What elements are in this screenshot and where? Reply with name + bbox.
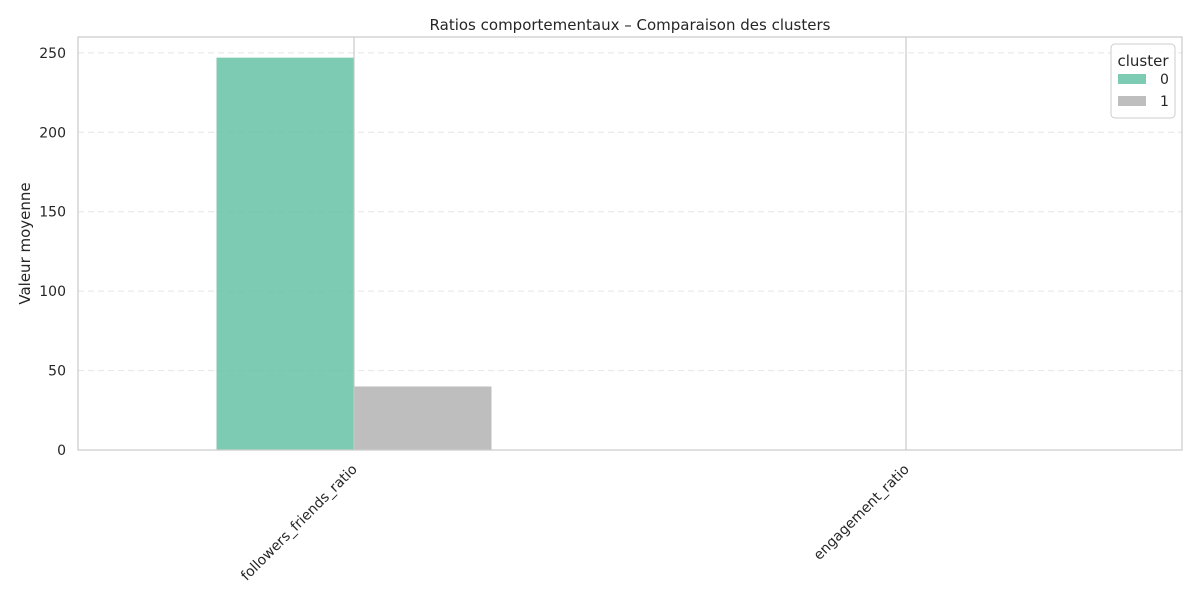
x-tick-label: followers_friends_ratio — [238, 462, 361, 585]
legend-title: cluster — [1117, 52, 1169, 70]
y-tick-label: 200 — [39, 125, 66, 141]
y-axis-ticks: 0 50 100 150 200 250 — [39, 46, 66, 459]
y-axis-label: Valeur moyenne — [16, 182, 34, 304]
x-axis-ticks: followers_friends_ratio engagement_ratio — [238, 462, 913, 585]
legend-label-0: 0 — [1160, 72, 1169, 88]
y-tick-label: 100 — [39, 284, 66, 300]
legend-swatch-1 — [1118, 96, 1146, 106]
y-tick-label: 0 — [57, 443, 66, 459]
bar-cluster-1-followers_friends_ratio — [355, 386, 492, 450]
y-tick-label: 250 — [39, 46, 66, 62]
legend-label-1: 1 — [1160, 94, 1169, 110]
bar-cluster-0-followers_friends_ratio — [217, 58, 354, 450]
legend: cluster 0 1 — [1111, 44, 1175, 118]
y-tick-label: 150 — [39, 205, 66, 221]
y-tick-label: 50 — [48, 364, 66, 380]
bars — [217, 58, 1044, 450]
x-tick-label: engagement_ratio — [811, 462, 913, 564]
chart-title: Ratios comportementaux – Comparaison des… — [430, 16, 831, 34]
legend-swatch-0 — [1118, 74, 1146, 84]
